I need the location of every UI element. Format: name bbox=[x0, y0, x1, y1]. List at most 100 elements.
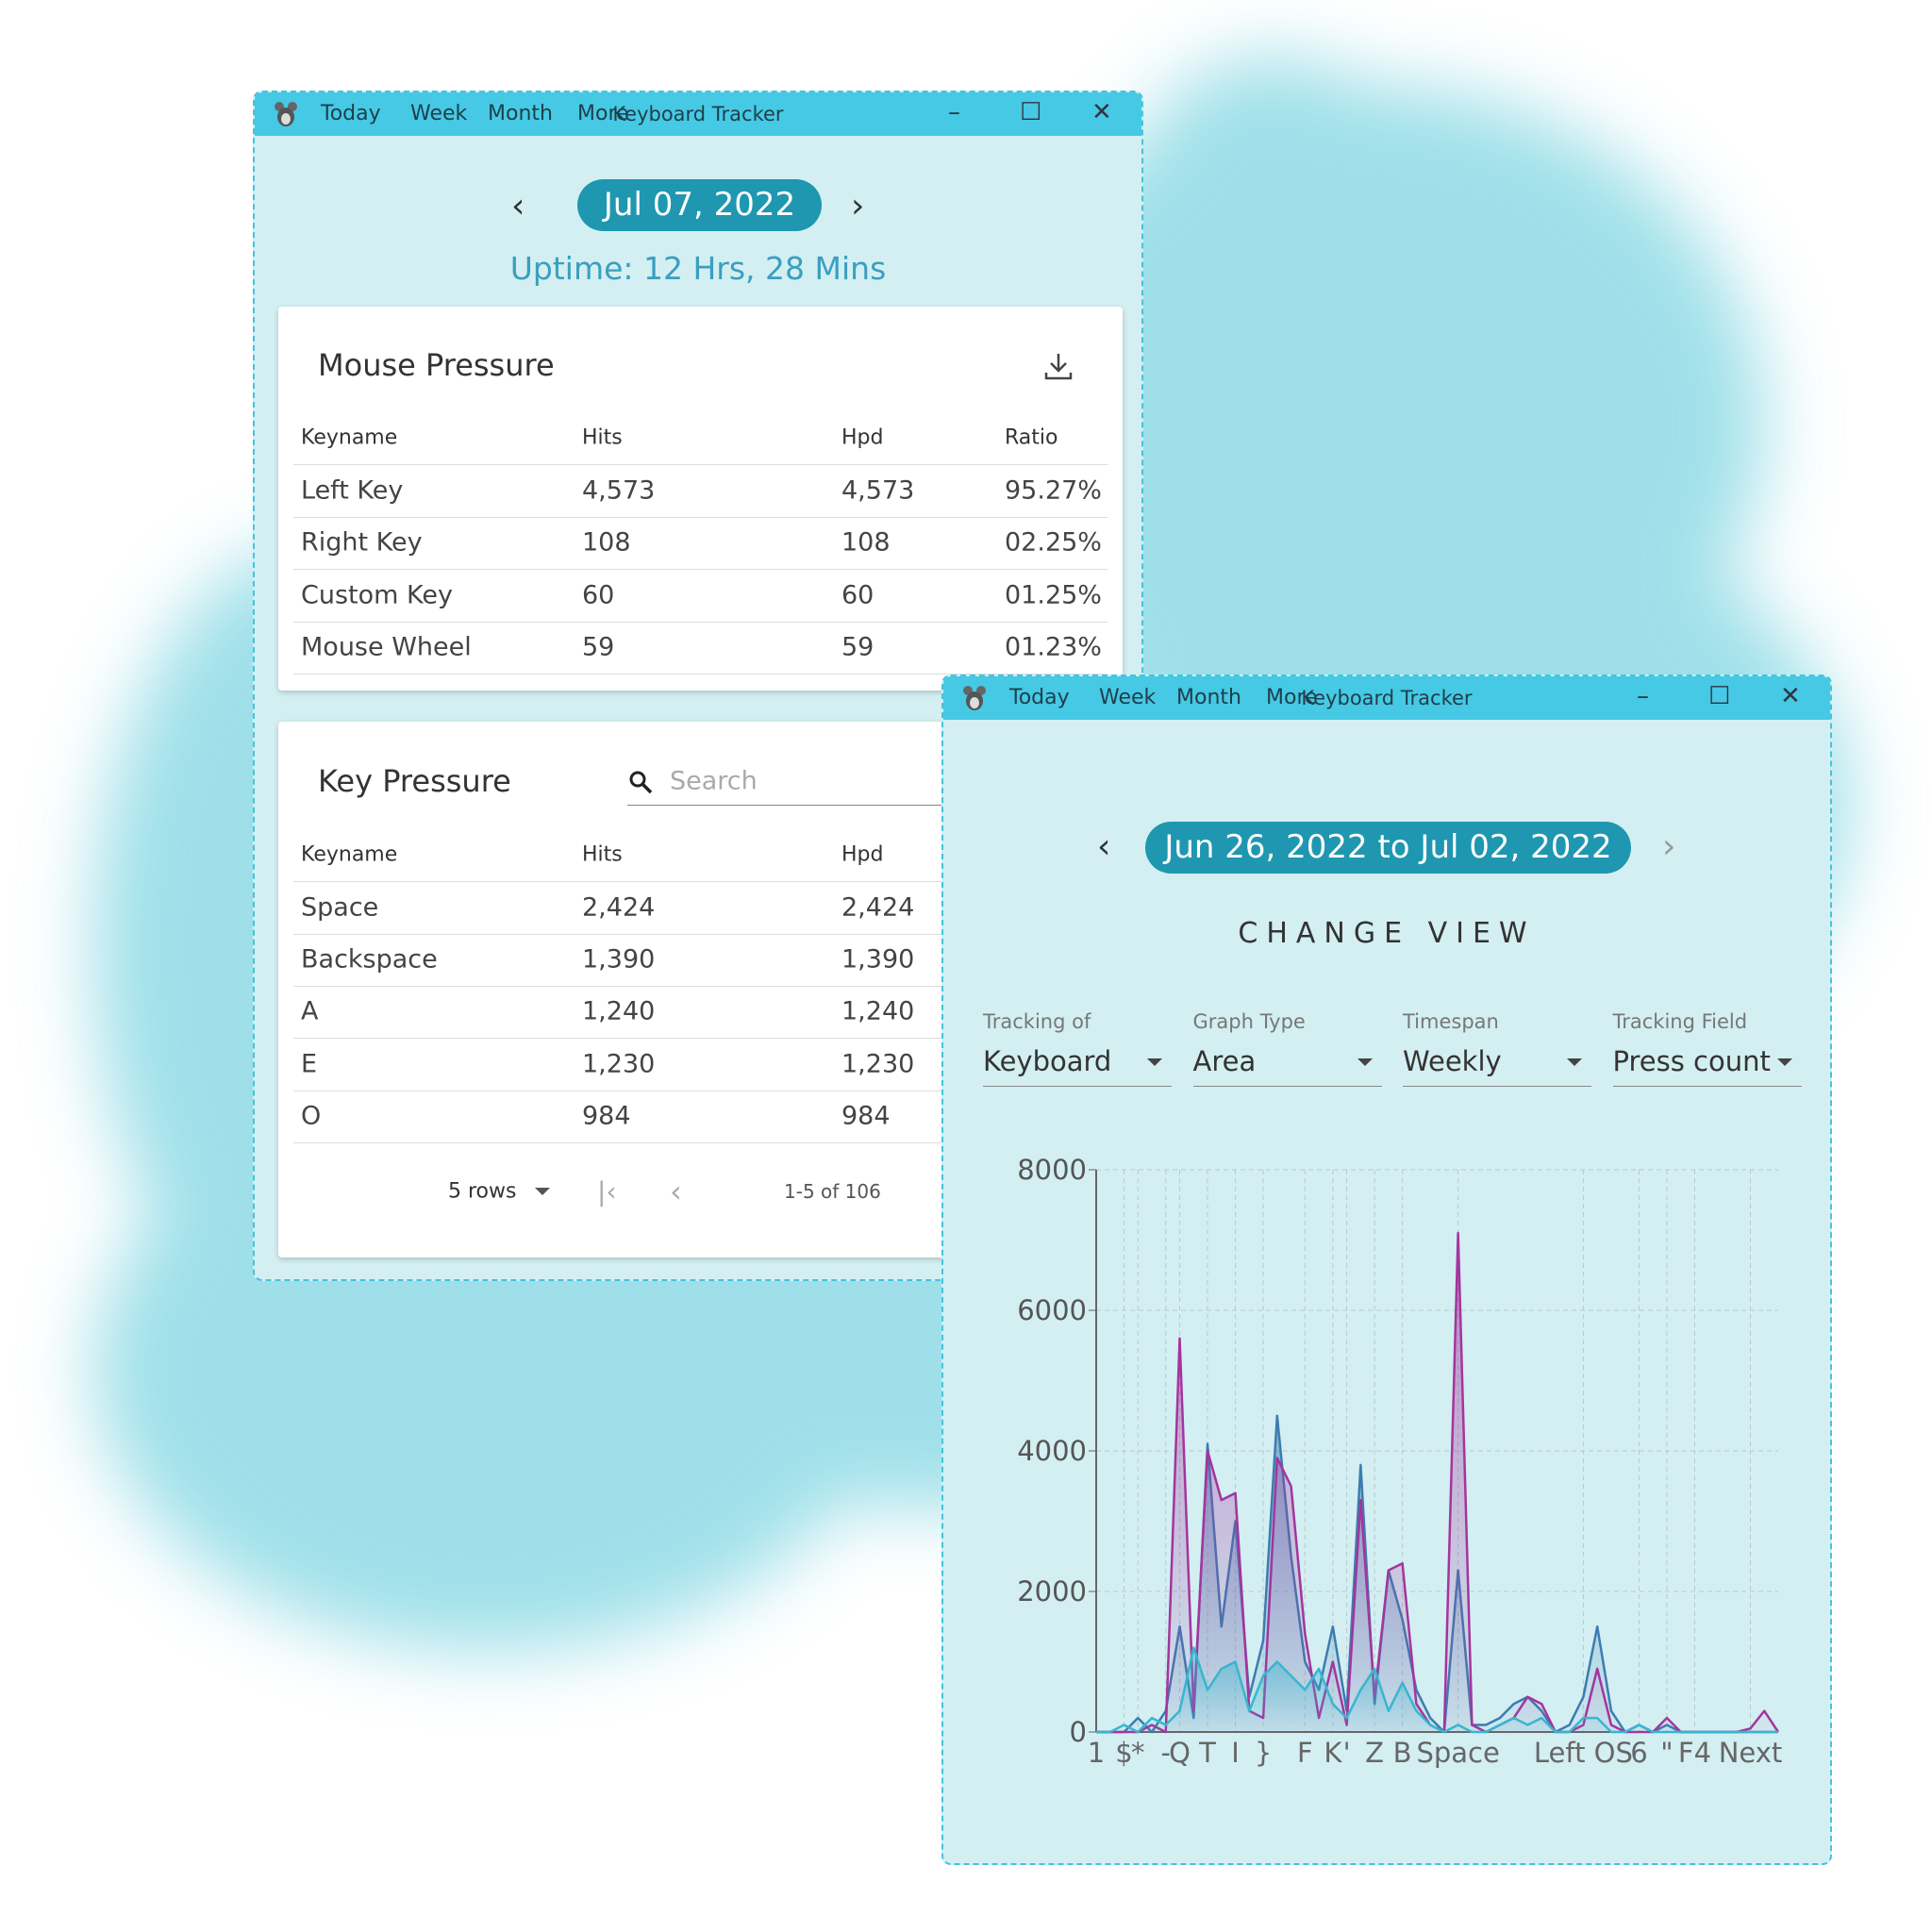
column-header: Hits bbox=[582, 425, 623, 450]
table-cell: Right Key bbox=[301, 527, 423, 558]
table-cell: 02.25% bbox=[1005, 527, 1102, 558]
x-tick-label: T bbox=[1198, 1737, 1216, 1769]
table-cell: 108 bbox=[841, 527, 891, 558]
field-label: Tracking Field bbox=[1612, 1010, 1748, 1033]
y-tick-label: 4000 bbox=[1017, 1435, 1087, 1467]
table-cell: O bbox=[301, 1101, 322, 1131]
search-underline bbox=[627, 805, 1123, 806]
maximize-button[interactable]: ☐ bbox=[1708, 682, 1731, 710]
column-header: Hpd bbox=[841, 842, 884, 867]
row-divider bbox=[293, 569, 1108, 571]
table-cell: E bbox=[301, 1049, 318, 1079]
menu-item[interactable]: More bbox=[1266, 686, 1318, 709]
table-cell: Mouse Wheel bbox=[301, 632, 472, 662]
download-icon[interactable] bbox=[1042, 350, 1074, 382]
close-button[interactable]: ✕ bbox=[1091, 98, 1112, 126]
x-tick-label: Q bbox=[1169, 1737, 1191, 1769]
column-header: Hits bbox=[582, 842, 623, 867]
prev-arrow[interactable]: ‹ bbox=[1097, 827, 1111, 866]
menu-item[interactable]: More bbox=[577, 102, 629, 125]
table-cell: 1,230 bbox=[582, 1049, 656, 1079]
window: Jun 26, 2022 to Jul 02, 2022 ‹ › CHANGE … bbox=[941, 675, 1832, 1865]
table-cell: 4,573 bbox=[841, 475, 915, 506]
x-tick-label: $ bbox=[1115, 1737, 1132, 1769]
table-cell: 60 bbox=[841, 580, 874, 610]
row-divider bbox=[293, 986, 1108, 988]
menu-item[interactable]: Month bbox=[488, 102, 553, 125]
prev-arrow[interactable]: ‹ bbox=[511, 187, 525, 225]
table-cell: 1,230 bbox=[841, 1049, 915, 1079]
search-input[interactable]: Search bbox=[670, 766, 758, 796]
card-title: Mouse Pressure bbox=[318, 347, 555, 383]
table-cell: 2,424 bbox=[841, 892, 915, 923]
change-view-heading[interactable]: CHANGE VIEW bbox=[1238, 917, 1536, 950]
x-tick-label: F bbox=[1297, 1737, 1313, 1769]
table-cell: 2,424 bbox=[582, 892, 656, 923]
minimize-button[interactable]: – bbox=[948, 98, 960, 126]
area-fill bbox=[1096, 1647, 1778, 1732]
field-label: Graph Type bbox=[1192, 1010, 1306, 1033]
table-cell: 1,390 bbox=[841, 944, 915, 974]
column-header: Keyname bbox=[301, 425, 398, 450]
table-cell: 60 bbox=[582, 580, 615, 610]
field-value[interactable]: Press count bbox=[1612, 1045, 1771, 1077]
field-value[interactable]: Weekly bbox=[1403, 1045, 1502, 1077]
search-icon bbox=[629, 771, 653, 794]
x-tick-label: * bbox=[1131, 1737, 1145, 1769]
column-header: Keyname bbox=[301, 842, 398, 867]
table-cell: 108 bbox=[582, 527, 631, 558]
next-arrow[interactable]: › bbox=[851, 187, 865, 225]
table-cell: Custom Key bbox=[301, 580, 453, 610]
table-cell: 1,390 bbox=[582, 944, 656, 974]
pagination-text: 1-5 of 106 bbox=[784, 1180, 881, 1203]
field-underline bbox=[1192, 1086, 1382, 1087]
menu-item[interactable]: Month bbox=[1176, 686, 1241, 709]
area-line bbox=[1096, 1646, 1778, 1734]
y-tick-label: 8000 bbox=[1017, 1154, 1087, 1186]
x-tick-label: B bbox=[1393, 1737, 1412, 1769]
rows-select[interactable]: 5 rows bbox=[448, 1179, 517, 1204]
table-cell: Backspace bbox=[301, 944, 438, 974]
area-chart: 0 2000 4000 6000 8000 1 $* -Q T I} F K ' Z B Space Left … bbox=[1017, 1154, 1782, 1769]
x-tick-label: 6 bbox=[1630, 1737, 1647, 1769]
column-header: Ratio bbox=[1005, 425, 1058, 450]
first-page-button[interactable]: |‹ bbox=[597, 1175, 617, 1208]
x-tick-label: 1 bbox=[1088, 1737, 1105, 1769]
app-icon bbox=[963, 686, 986, 710]
table-cell: 984 bbox=[582, 1101, 631, 1131]
x-tick-label: " bbox=[1660, 1737, 1673, 1769]
menu-item[interactable]: Week bbox=[410, 102, 468, 125]
card: Mouse Pressure Keyname Hits Hpd Ratio Left K… bbox=[278, 307, 1123, 691]
field-underline bbox=[1403, 1086, 1591, 1087]
menu-item[interactable]: Week bbox=[1099, 686, 1157, 709]
dropdown-caret bbox=[1567, 1058, 1582, 1066]
x-tick-label: Z bbox=[1365, 1737, 1384, 1769]
date-pill[interactable]: Jul 07, 2022 bbox=[577, 179, 822, 231]
minimize-button[interactable]: – bbox=[1637, 682, 1649, 710]
maximize-button[interactable]: ☐ bbox=[1020, 98, 1042, 126]
menu-item[interactable]: Today bbox=[321, 102, 381, 125]
table-cell: 59 bbox=[582, 632, 615, 662]
x-tick-label: Space bbox=[1416, 1737, 1499, 1769]
table-cell: 59 bbox=[841, 632, 874, 662]
x-tick-label: I bbox=[1231, 1737, 1240, 1769]
table-cell: 01.25% bbox=[1005, 580, 1102, 610]
menu-item[interactable]: Today bbox=[1009, 686, 1070, 709]
dropdown-caret bbox=[1776, 1058, 1792, 1066]
field-value[interactable]: Area bbox=[1192, 1045, 1257, 1077]
date-range-pill[interactable]: Jun 26, 2022 to Jul 02, 2022 bbox=[1145, 822, 1631, 874]
window-title: Keyboard Tracker bbox=[1301, 687, 1473, 709]
table-cell: 1,240 bbox=[582, 996, 656, 1026]
row-divider bbox=[293, 464, 1108, 465]
row-divider bbox=[293, 934, 1108, 935]
window-title: Keyboard Tracker bbox=[612, 103, 784, 125]
area-fill bbox=[1096, 1233, 1778, 1732]
next-arrow[interactable]: › bbox=[1662, 827, 1676, 866]
card-title: Key Pressure bbox=[318, 763, 511, 799]
field-label: Tracking of bbox=[983, 1010, 1091, 1033]
prev-page-button[interactable]: ‹ bbox=[670, 1174, 682, 1209]
close-button[interactable]: ✕ bbox=[1780, 682, 1801, 710]
x-tick-label: - bbox=[1161, 1737, 1171, 1769]
field-value[interactable]: Keyboard bbox=[983, 1045, 1112, 1077]
